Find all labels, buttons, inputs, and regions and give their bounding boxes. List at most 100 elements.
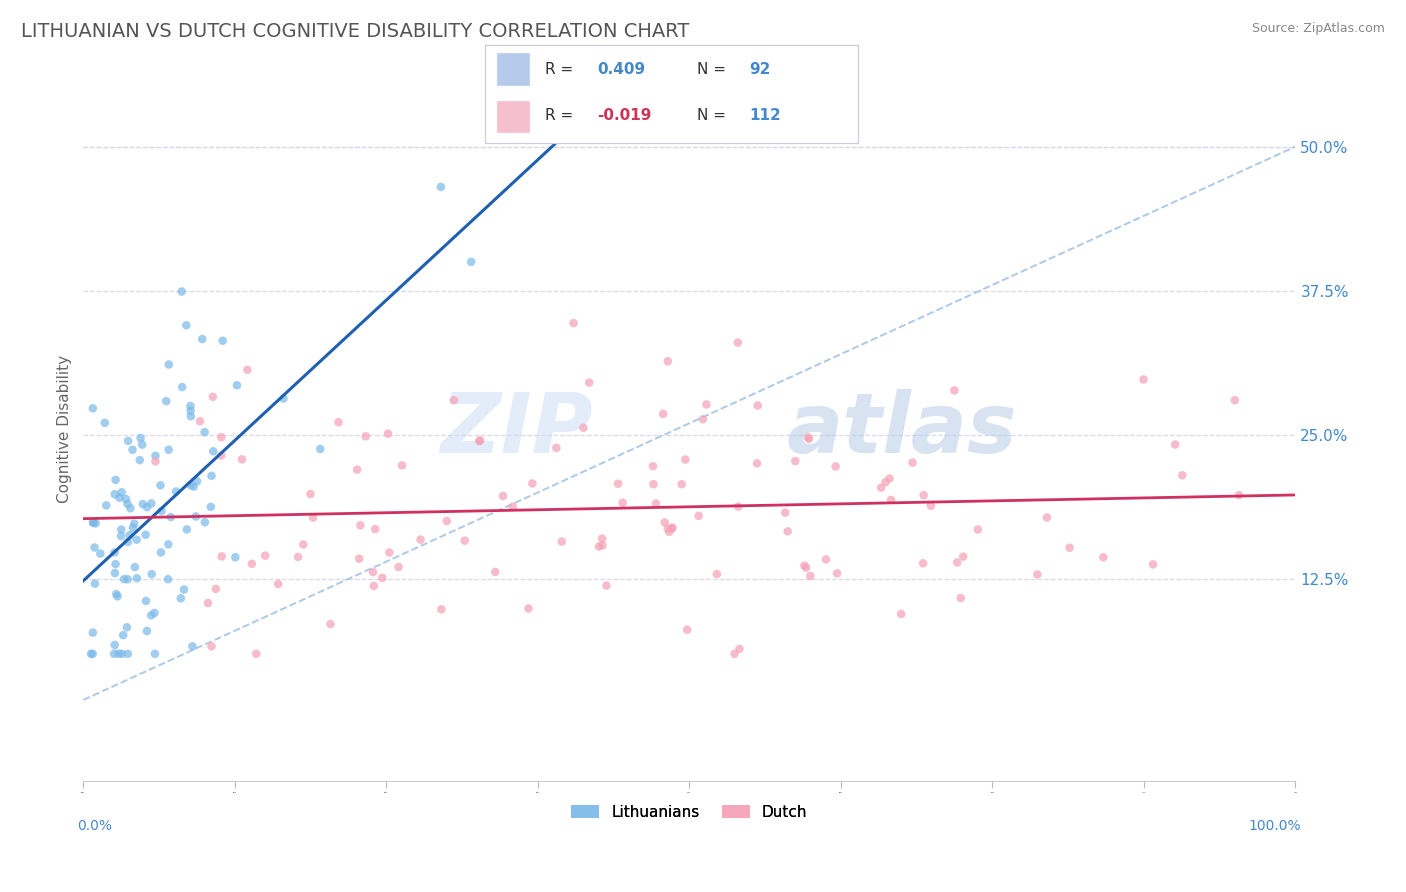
- Point: [799, 569, 821, 583]
- Point: [141, 567, 163, 582]
- Point: [209, 449, 232, 463]
- Point: [103, 545, 125, 559]
- Point: [132, 497, 155, 511]
- Point: [912, 557, 935, 571]
- Point: [880, 492, 903, 507]
- Point: [117, 497, 139, 511]
- Text: R =: R =: [544, 108, 578, 123]
- Point: [502, 500, 524, 514]
- Point: [652, 407, 675, 421]
- Point: [231, 452, 253, 467]
- Point: [1227, 488, 1250, 502]
- Text: atlas: atlas: [786, 389, 1017, 469]
- Point: [1059, 541, 1081, 555]
- Point: [658, 524, 681, 539]
- Point: [183, 480, 205, 494]
- Text: ZIP: ZIP: [440, 389, 592, 469]
- Point: [186, 475, 208, 489]
- Point: [1092, 550, 1115, 565]
- Point: [363, 579, 385, 593]
- Point: [200, 468, 222, 483]
- Point: [159, 510, 181, 524]
- Point: [179, 399, 201, 413]
- Point: [122, 516, 145, 531]
- Point: [200, 500, 222, 514]
- Point: [157, 442, 180, 457]
- Point: [104, 487, 127, 501]
- Point: [747, 399, 769, 413]
- Point: [654, 516, 676, 530]
- Point: [149, 478, 172, 492]
- Point: [814, 552, 837, 566]
- Bar: [496, 53, 530, 86]
- Point: [209, 430, 232, 444]
- Point: [875, 475, 897, 490]
- Point: [236, 363, 259, 377]
- Point: [328, 415, 350, 429]
- Point: [254, 549, 277, 563]
- Text: 0.0%: 0.0%: [77, 819, 112, 833]
- Point: [141, 496, 163, 510]
- Point: [273, 392, 295, 406]
- Point: [165, 484, 187, 499]
- Point: [112, 572, 135, 586]
- Y-axis label: Cognitive Disability: Cognitive Disability: [58, 355, 72, 503]
- Point: [484, 565, 506, 579]
- Text: 100.0%: 100.0%: [1249, 819, 1302, 833]
- Point: [145, 449, 167, 463]
- Point: [115, 620, 138, 634]
- Point: [371, 571, 394, 585]
- Point: [1036, 510, 1059, 524]
- Point: [117, 572, 139, 586]
- Point: [82, 516, 104, 530]
- Point: [1164, 437, 1187, 451]
- Point: [657, 522, 679, 536]
- Point: [966, 523, 988, 537]
- Point: [104, 473, 127, 487]
- Point: [136, 500, 159, 515]
- Point: [180, 409, 202, 424]
- Point: [108, 491, 131, 505]
- Point: [430, 602, 453, 616]
- Point: [143, 606, 166, 620]
- Point: [149, 545, 172, 559]
- Point: [468, 434, 491, 448]
- Point: [129, 431, 152, 445]
- Point: [797, 430, 820, 444]
- Point: [202, 444, 225, 458]
- Point: [943, 384, 966, 398]
- Point: [825, 566, 848, 581]
- Point: [949, 591, 972, 605]
- Point: [120, 501, 142, 516]
- Point: [776, 524, 799, 539]
- Point: [1026, 567, 1049, 582]
- Bar: [496, 100, 530, 133]
- Point: [83, 541, 105, 555]
- Point: [349, 518, 371, 533]
- Point: [692, 412, 714, 426]
- Point: [112, 628, 135, 642]
- Point: [157, 537, 180, 551]
- Point: [115, 491, 138, 506]
- Point: [104, 638, 127, 652]
- Point: [117, 535, 139, 549]
- Point: [172, 380, 194, 394]
- Point: [578, 376, 600, 390]
- Point: [409, 533, 432, 547]
- Text: N =: N =: [697, 62, 731, 77]
- Point: [468, 434, 491, 448]
- Point: [794, 560, 817, 574]
- Point: [361, 565, 384, 579]
- Point: [128, 453, 150, 467]
- Point: [82, 401, 104, 416]
- Point: [657, 354, 679, 368]
- Point: [131, 437, 153, 451]
- Point: [176, 318, 198, 333]
- Point: [920, 499, 942, 513]
- Point: [82, 515, 104, 529]
- Legend: Lithuanians, Dutch: Lithuanians, Dutch: [565, 798, 814, 826]
- Point: [94, 416, 117, 430]
- Point: [824, 459, 846, 474]
- Point: [173, 582, 195, 597]
- Point: [522, 476, 544, 491]
